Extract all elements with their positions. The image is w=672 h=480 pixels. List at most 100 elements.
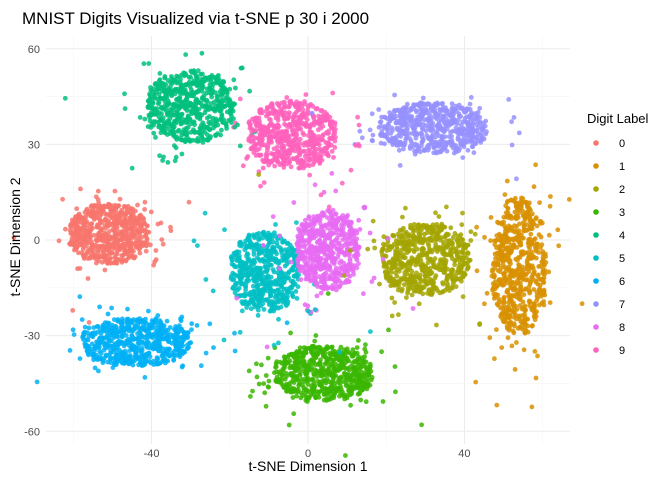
point (414, 274, 420, 280)
point (104, 353, 109, 359)
point (424, 281, 430, 287)
point (515, 267, 521, 273)
point (112, 233, 118, 238)
point (204, 97, 210, 103)
point (120, 321, 125, 326)
point (252, 233, 257, 239)
point (71, 332, 77, 337)
point (325, 370, 331, 376)
point (245, 270, 251, 276)
point (436, 133, 442, 139)
point (298, 367, 303, 373)
point (346, 350, 352, 355)
point (433, 149, 439, 155)
point (109, 241, 115, 247)
point (222, 120, 228, 126)
point (129, 241, 135, 247)
point (276, 316, 281, 322)
point (512, 323, 517, 329)
point (358, 397, 364, 403)
point (333, 188, 339, 194)
point (110, 325, 116, 330)
point (86, 325, 92, 331)
point (508, 319, 514, 325)
point (418, 110, 424, 116)
point (531, 314, 537, 320)
point (531, 184, 537, 190)
point (506, 223, 512, 229)
point (265, 234, 271, 240)
point (179, 314, 185, 320)
point (530, 272, 536, 277)
point (343, 366, 349, 372)
point (513, 282, 518, 287)
point (133, 351, 139, 357)
point (137, 357, 143, 363)
point (410, 235, 416, 241)
point (74, 206, 80, 212)
point (250, 388, 255, 394)
point (432, 101, 438, 107)
point (96, 368, 101, 374)
point (540, 258, 546, 264)
point (425, 110, 430, 116)
point (448, 112, 454, 118)
point (535, 353, 540, 359)
point (391, 261, 397, 266)
point (268, 274, 274, 280)
point (533, 162, 538, 168)
point (509, 216, 514, 221)
point (158, 117, 164, 122)
point (221, 79, 227, 85)
point (539, 291, 545, 297)
point (468, 95, 474, 100)
point (521, 223, 527, 228)
point (492, 238, 497, 244)
point (494, 327, 499, 332)
point (371, 238, 377, 244)
point (426, 119, 432, 125)
point (403, 131, 409, 136)
point (77, 266, 83, 271)
point (136, 228, 142, 234)
point (279, 296, 285, 302)
point (114, 240, 120, 246)
point (534, 293, 540, 299)
point (261, 258, 267, 264)
point (360, 380, 366, 386)
point (333, 361, 338, 367)
point (503, 203, 509, 209)
point (307, 359, 312, 365)
point (541, 299, 547, 304)
point (222, 227, 227, 233)
point (251, 290, 257, 296)
point (460, 274, 466, 280)
point (222, 104, 228, 109)
point (418, 238, 424, 244)
point (174, 109, 180, 115)
point (193, 81, 199, 87)
point (520, 196, 526, 202)
point (399, 228, 405, 233)
point (498, 256, 504, 262)
point (499, 299, 505, 305)
point (509, 142, 515, 148)
point (405, 285, 411, 291)
point (359, 135, 365, 141)
point (510, 287, 516, 293)
point (162, 75, 168, 81)
point (255, 304, 261, 310)
point (367, 127, 373, 133)
point (444, 148, 450, 154)
point (468, 138, 474, 144)
point (160, 334, 165, 340)
point (229, 120, 234, 125)
point (527, 224, 533, 230)
point (239, 260, 245, 266)
point (204, 132, 210, 138)
point (528, 265, 534, 271)
point (77, 356, 83, 361)
point (493, 284, 499, 290)
point (301, 359, 307, 365)
point (279, 289, 285, 295)
